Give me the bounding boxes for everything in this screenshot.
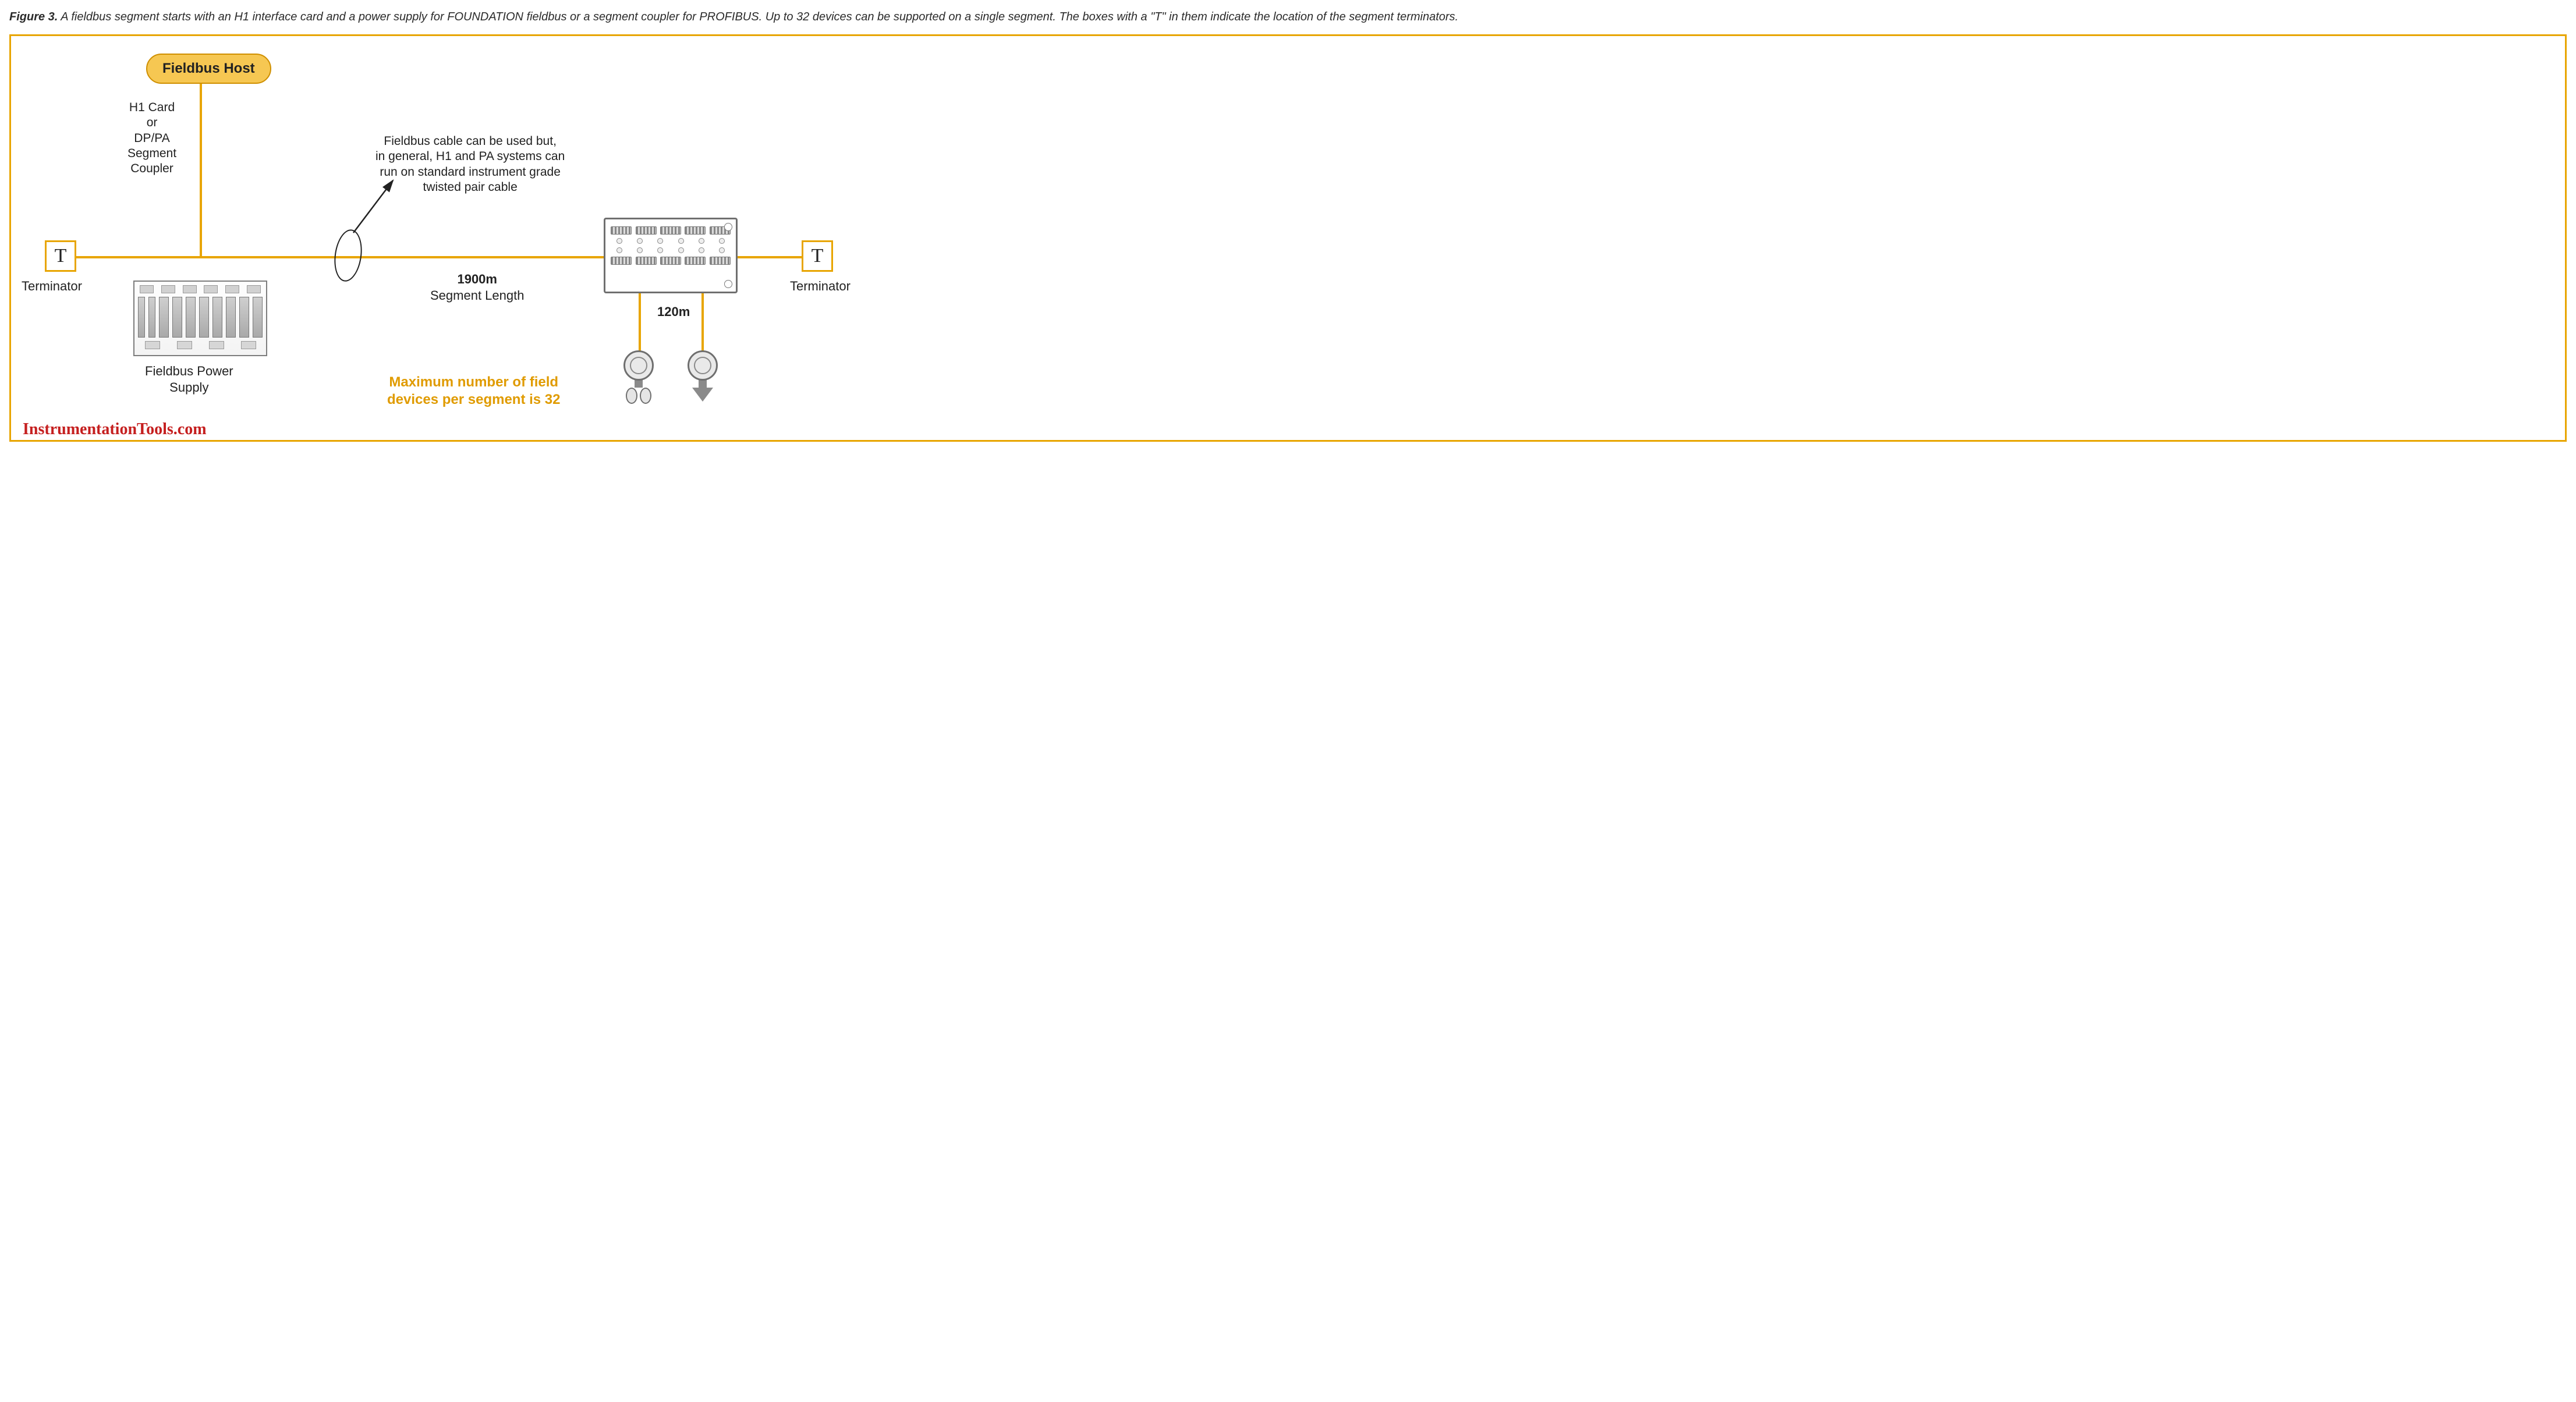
psu-bottom-row — [138, 341, 263, 349]
segment-length-label: Segment Length — [430, 288, 524, 304]
figure-label: Figure 3. — [9, 10, 58, 23]
max-devices-note: Maximum number of fielddevices per segme… — [387, 374, 561, 409]
terminator-char-left: T — [55, 245, 67, 267]
psu-top-row — [138, 285, 263, 293]
terminator-box-right: T — [802, 240, 833, 272]
figure-caption: Figure 3. A fieldbus segment starts with… — [9, 9, 2567, 25]
spur-length-label: 120m — [657, 304, 690, 320]
power-supply-icon — [133, 281, 267, 356]
terminator-label-right: Terminator — [790, 278, 851, 294]
diagram-frame: Fieldbus Host H1 CardorDP/PASegmentCoupl… — [9, 34, 2567, 442]
segment-length-group: 1900m Segment Length — [430, 271, 524, 303]
h1-card-label: H1 CardorDP/PASegmentCoupler — [127, 100, 176, 176]
host-drop-line — [200, 84, 202, 256]
junction-box-icon — [604, 218, 738, 293]
terminator-box-left: T — [45, 240, 76, 272]
field-device-valve-icon — [684, 350, 721, 402]
field-device-transmitter-icon — [620, 350, 657, 404]
fieldbus-host-badge: Fieldbus Host — [146, 54, 271, 84]
power-supply-label: Fieldbus PowerSupply — [145, 363, 233, 395]
figure-caption-text: A fieldbus segment starts with an H1 int… — [61, 10, 1458, 23]
spur-line-1 — [639, 293, 641, 352]
spur-line-2 — [701, 293, 704, 352]
fieldbus-host-label: Fieldbus Host — [162, 61, 255, 76]
cable-note-text: Fieldbus cable can be used but,in genera… — [375, 134, 565, 195]
terminator-label-left: Terminator — [22, 278, 82, 294]
segment-length-value: 1900m — [430, 271, 524, 288]
terminator-char-right: T — [812, 245, 824, 267]
psu-card-row — [138, 297, 263, 338]
watermark-text: InstrumentationTools.com — [23, 420, 207, 439]
